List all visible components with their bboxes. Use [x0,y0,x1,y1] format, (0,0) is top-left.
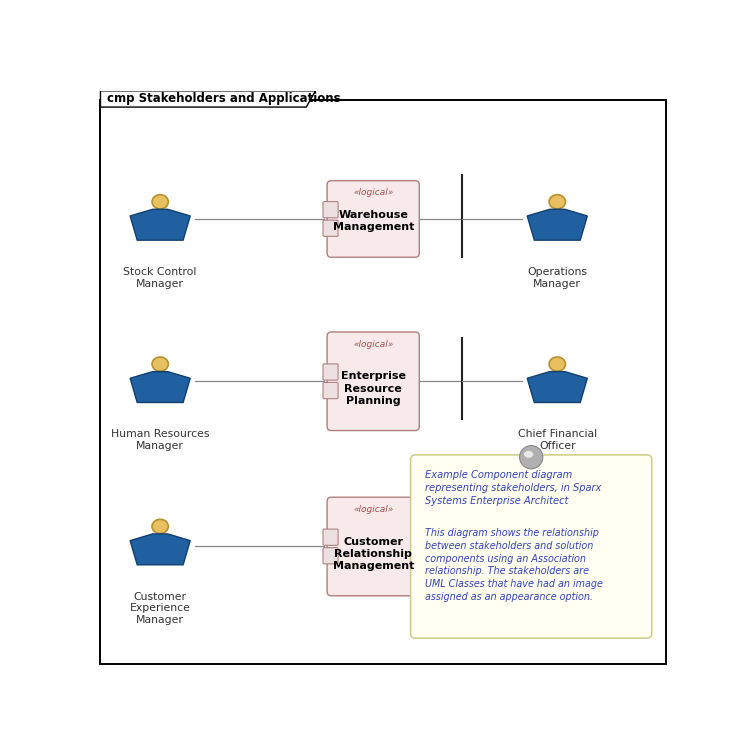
FancyBboxPatch shape [323,220,338,236]
FancyBboxPatch shape [323,202,338,217]
Ellipse shape [549,195,565,209]
Text: cmp Stakeholders and Applications: cmp Stakeholders and Applications [108,92,341,106]
Polygon shape [130,371,190,402]
FancyBboxPatch shape [323,364,338,380]
FancyBboxPatch shape [323,529,338,545]
Polygon shape [100,91,316,107]
Text: Warehouse
Management: Warehouse Management [333,210,414,233]
Text: Enterprise
Resource
Planning: Enterprise Resource Planning [340,371,405,406]
Text: Stock Control
Manager: Stock Control Manager [123,267,197,288]
FancyBboxPatch shape [327,332,420,430]
Ellipse shape [549,357,565,371]
FancyBboxPatch shape [327,180,420,257]
Text: Example Component diagram
representing stakeholders, in Sparx
Systems Enterprise: Example Component diagram representing s… [425,470,601,506]
Polygon shape [130,209,190,240]
Circle shape [520,445,543,469]
FancyBboxPatch shape [323,383,338,399]
Text: Customer
Experience
Manager: Customer Experience Manager [129,592,191,625]
Polygon shape [527,371,587,402]
Text: «logical»: «logical» [353,340,393,349]
Polygon shape [527,209,587,240]
FancyBboxPatch shape [327,498,420,596]
Text: Human Resources
Manager: Human Resources Manager [111,430,209,451]
Text: «logical»: «logical» [353,188,393,197]
Text: Customer
Relationship
Management: Customer Relationship Management [333,537,414,572]
Ellipse shape [152,357,168,371]
Ellipse shape [524,451,533,458]
Ellipse shape [152,195,168,209]
Text: Operations
Manager: Operations Manager [527,267,587,288]
Ellipse shape [152,519,168,534]
Text: This diagram shows the relationship
between stakeholders and solution
components: This diagram shows the relationship betw… [425,528,602,602]
Polygon shape [130,534,190,565]
FancyBboxPatch shape [411,455,652,638]
Text: Chief Financial
Officer: Chief Financial Officer [518,430,597,451]
FancyBboxPatch shape [323,547,338,564]
Text: «logical»: «logical» [353,505,393,514]
